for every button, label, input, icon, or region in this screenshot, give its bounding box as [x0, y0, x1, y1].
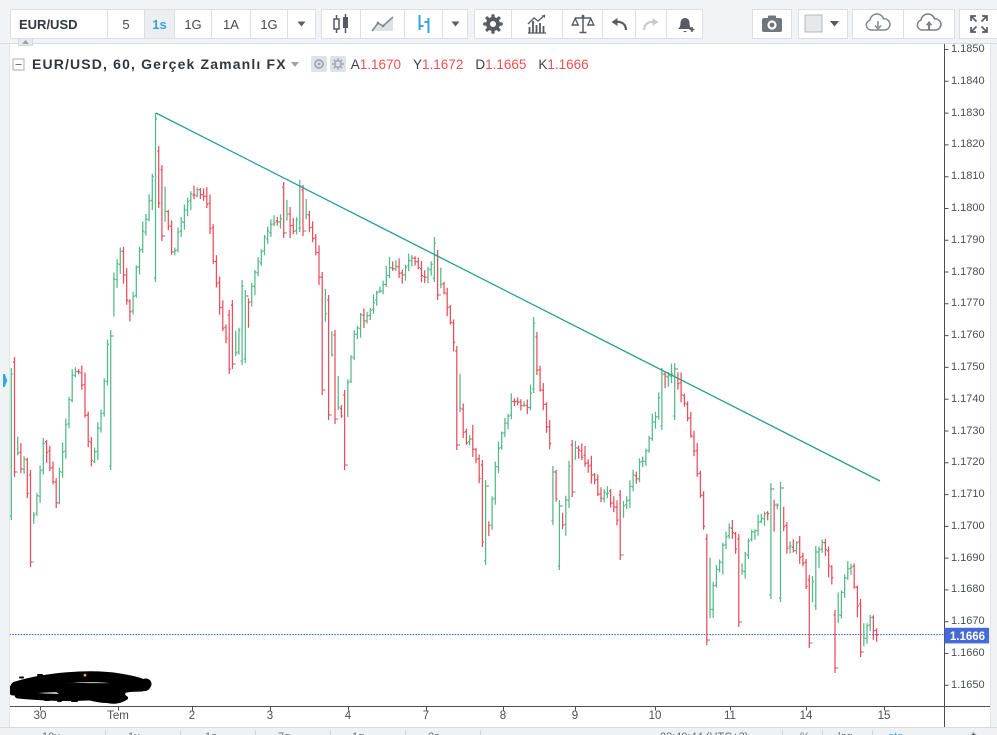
svg-text:1.1666: 1.1666 [950, 631, 985, 643]
